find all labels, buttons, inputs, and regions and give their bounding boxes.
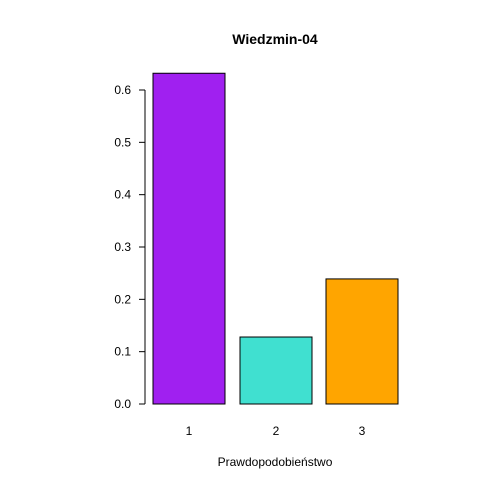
y-tick-label: 0.1 [114,345,131,359]
x-axis-label: Prawdopodobieństwo [218,455,333,469]
bar-3 [325,278,399,405]
y-tick-label: 0.0 [114,397,131,411]
y-axis: 0.0 0.1 0.2 0.3 0.4 0.5 0.6 [114,83,146,411]
chart-title: Wiedzmin-04 [232,31,318,47]
y-tick-label: 0.6 [114,83,131,97]
bar-2 [239,336,313,405]
x-tick-label-2: 2 [273,424,280,438]
bar-1 [152,72,226,405]
y-tick-label: 0.5 [114,135,131,149]
y-tick-label: 0.4 [114,188,131,202]
x-tick-label-1: 1 [186,424,193,438]
y-tick-label: 0.2 [114,292,131,306]
y-tick-label: 0.3 [114,240,131,254]
x-tick-label-3: 3 [359,424,366,438]
bars-group [152,72,399,405]
x-axis-tick-labels: 1 2 3 [186,424,366,438]
